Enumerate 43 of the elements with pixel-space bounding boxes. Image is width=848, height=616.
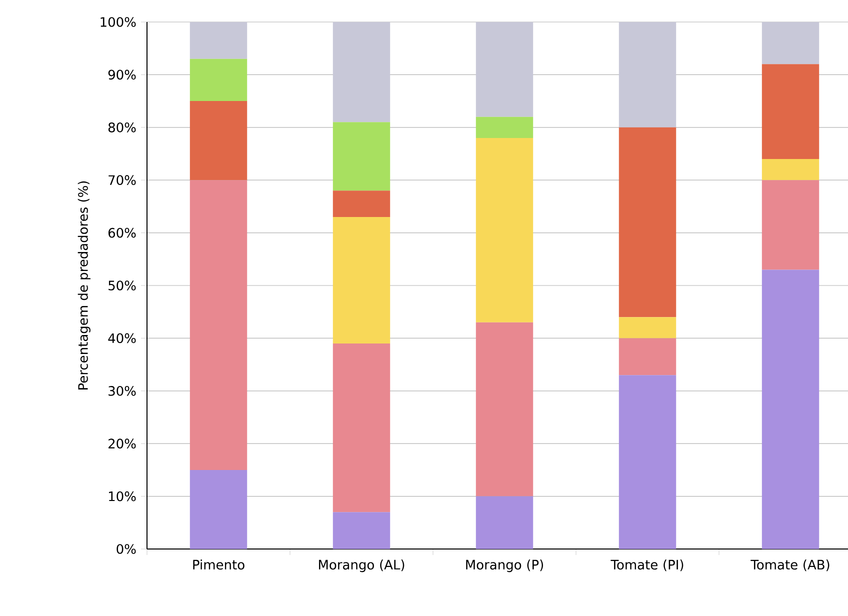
x-tick-label: Pimento bbox=[193, 560, 244, 570]
y-tick-label: 90% bbox=[108, 70, 136, 80]
y-tick-label: 100% bbox=[100, 17, 136, 27]
bar bbox=[476, 322, 534, 496]
bar bbox=[618, 22, 676, 128]
bar bbox=[762, 22, 820, 64]
bar bbox=[762, 64, 820, 160]
bar bbox=[762, 159, 820, 180]
y-tick-label: 0% bbox=[116, 544, 136, 554]
y-tick-label: 10% bbox=[108, 491, 136, 502]
x-tick-label: Morango (P) bbox=[466, 560, 544, 572]
bar bbox=[190, 22, 248, 59]
bar bbox=[762, 270, 820, 549]
bar bbox=[476, 496, 534, 549]
bar bbox=[618, 127, 676, 318]
bar bbox=[190, 470, 248, 549]
x-tick-label: Tomate (AB) bbox=[750, 560, 830, 572]
bar bbox=[190, 58, 248, 102]
bar bbox=[332, 343, 390, 512]
bar bbox=[332, 190, 390, 217]
y-tick-label: 70% bbox=[108, 175, 136, 186]
bar bbox=[618, 375, 676, 549]
bar bbox=[476, 22, 534, 117]
x-tick-label: Tomate (PI) bbox=[610, 560, 684, 572]
bar bbox=[618, 338, 676, 376]
y-tick-label: 80% bbox=[108, 122, 136, 132]
bar bbox=[190, 180, 248, 470]
bar bbox=[476, 116, 534, 138]
x-tick-label: Morango (AL) bbox=[319, 560, 404, 572]
bar bbox=[332, 512, 390, 549]
y-tick-label: 40% bbox=[108, 333, 136, 344]
bar bbox=[190, 101, 248, 180]
bar bbox=[332, 22, 390, 122]
y-tick-label: 50% bbox=[108, 280, 136, 290]
bar bbox=[762, 180, 820, 270]
bar bbox=[476, 138, 534, 322]
y-tick-label: 30% bbox=[108, 386, 136, 396]
y-tick-label: 60% bbox=[108, 228, 136, 238]
bar bbox=[618, 317, 676, 338]
bar bbox=[332, 122, 390, 191]
y-tick-label: 20% bbox=[108, 438, 136, 449]
y-axis-title: Percentagem de predadores (%) bbox=[78, 181, 90, 390]
bar bbox=[332, 216, 390, 344]
